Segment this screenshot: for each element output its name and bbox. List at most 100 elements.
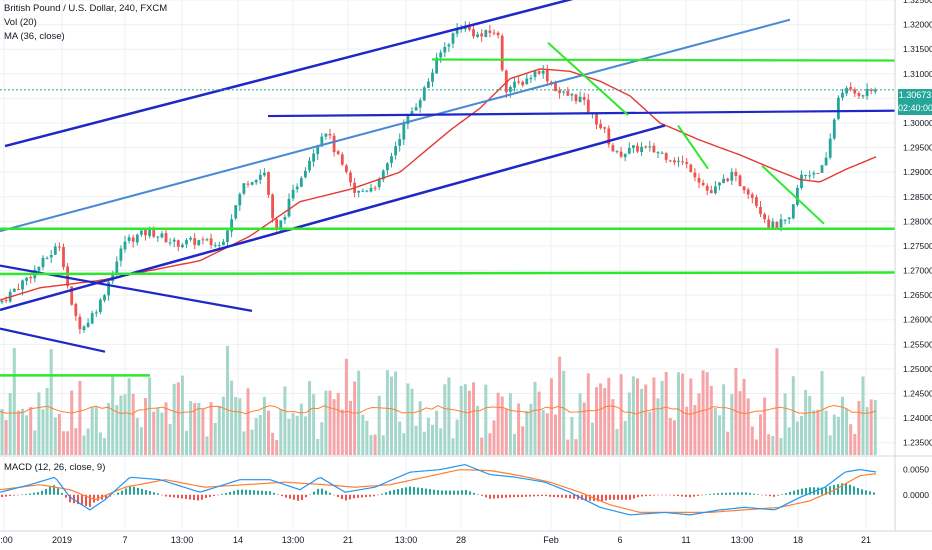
macd-histogram-bar: [541, 494, 543, 497]
volume-bar: [308, 381, 311, 455]
macd-histogram-bar: [13, 494, 15, 496]
volume-bar: [8, 392, 12, 455]
macd-histogram-bar: [613, 494, 615, 500]
candle-body: [488, 30, 492, 33]
time-tick-label: 13:00: [282, 535, 305, 545]
macd-histogram-bar: [837, 484, 839, 495]
volume-bar: [410, 388, 414, 455]
volume-bar: [385, 370, 389, 455]
macd-histogram-bar: [729, 492, 731, 495]
macd-histogram-bar: [177, 494, 179, 498]
volume-bar: [262, 396, 266, 455]
channel-mid-line: [0, 18, 791, 233]
macd-histogram-bar: [217, 494, 219, 496]
candle-body: [246, 183, 250, 185]
time-tick-label: 28: [456, 535, 466, 545]
volume-bar: [422, 431, 426, 455]
macd-histogram-bar: [557, 494, 559, 498]
macd-histogram-bar: [653, 494, 655, 496]
macd-histogram-bar: [9, 494, 11, 497]
volume-bar: [841, 396, 844, 455]
macd-histogram-bar: [809, 487, 811, 495]
volume-bar: [33, 430, 37, 455]
macd-histogram-bar: [781, 494, 783, 495]
ma-legend[interactable]: MA (36, close): [4, 31, 65, 42]
macd-histogram-bar: [305, 494, 307, 498]
candle-body: [148, 228, 151, 236]
volume-bar: [640, 388, 644, 455]
candle-body: [623, 153, 627, 158]
macd-histogram-bar: [669, 494, 671, 496]
volume-bar: [570, 416, 574, 455]
volume-bar: [127, 378, 131, 455]
candle-body: [99, 299, 102, 313]
candle-body: [755, 197, 758, 206]
volume-bar: [57, 413, 61, 455]
volume-bar: [447, 377, 451, 455]
time-tick-label: 2019: [52, 535, 72, 545]
macd-histogram-bar: [285, 494, 287, 498]
candle-body: [726, 178, 730, 181]
volume-bar: [763, 397, 767, 455]
macd-legend[interactable]: MACD (12, 26, close, 9): [4, 462, 106, 473]
macd-histogram-bar: [577, 494, 579, 500]
trend-line-drawings[interactable]: [0, 0, 896, 377]
macd-histogram-bar: [253, 490, 255, 495]
volume-bar: [836, 416, 840, 455]
volume-bar: [533, 381, 537, 455]
candle-body: [599, 123, 602, 129]
candle-body: [632, 145, 635, 149]
symbol-legend[interactable]: British Pound / U.S. Dollar, 240, FXCM: [4, 3, 168, 14]
candle-body: [205, 239, 209, 241]
macd-histogram-bar: [29, 493, 31, 495]
macd-histogram-bar: [465, 489, 467, 495]
macd-histogram-bar: [165, 494, 167, 497]
macd-histogram-bar: [661, 494, 663, 496]
macd-histogram-bar: [433, 489, 435, 495]
macd-histogram-bar: [741, 492, 743, 495]
macd-histogram-bar: [733, 492, 735, 495]
macd-histogram-bar: [225, 492, 227, 495]
candle-body: [611, 145, 615, 152]
macd-histogram-bar: [673, 494, 675, 496]
volume-bar: [107, 403, 111, 455]
macd-histogram-bar: [677, 494, 679, 497]
candle-body: [742, 186, 746, 191]
macd-histogram-bar: [633, 494, 635, 499]
candle-body: [509, 86, 512, 92]
candle-body: [4, 300, 8, 302]
macd-histogram-bar: [353, 494, 355, 499]
volume-bar: [426, 417, 430, 455]
candle-body: [131, 237, 135, 242]
candle-body: [640, 146, 643, 152]
volume-bar: [816, 409, 820, 455]
macd-histogram-bar: [801, 488, 803, 495]
candle-body: [775, 222, 779, 228]
volume-bar: [771, 435, 775, 455]
candle-body: [636, 145, 639, 152]
candle-body: [701, 182, 705, 186]
candle-body: [427, 81, 430, 88]
candle-body: [144, 230, 147, 236]
macd-histogram-bar: [393, 489, 395, 495]
volume-bar: [369, 435, 373, 455]
volume-bar: [312, 394, 316, 455]
macd-histogram-bar: [281, 494, 283, 497]
candle-body: [29, 276, 33, 279]
candle-body: [750, 194, 754, 198]
volume-bar: [435, 410, 439, 455]
candle-body: [287, 198, 291, 217]
volume-bar: [873, 400, 877, 455]
volume-bar: [554, 414, 557, 455]
volume-bar: [390, 376, 393, 455]
candle-body: [455, 28, 459, 34]
volume-legend[interactable]: Vol (20): [4, 17, 37, 28]
volume-bar: [217, 405, 221, 455]
volume-bar: [861, 376, 865, 455]
candle-body: [357, 190, 361, 193]
macd-histogram-bar: [425, 488, 427, 495]
time-tick-label: 7: [122, 535, 127, 545]
candle-body: [763, 214, 766, 220]
volume-bar: [738, 391, 742, 455]
